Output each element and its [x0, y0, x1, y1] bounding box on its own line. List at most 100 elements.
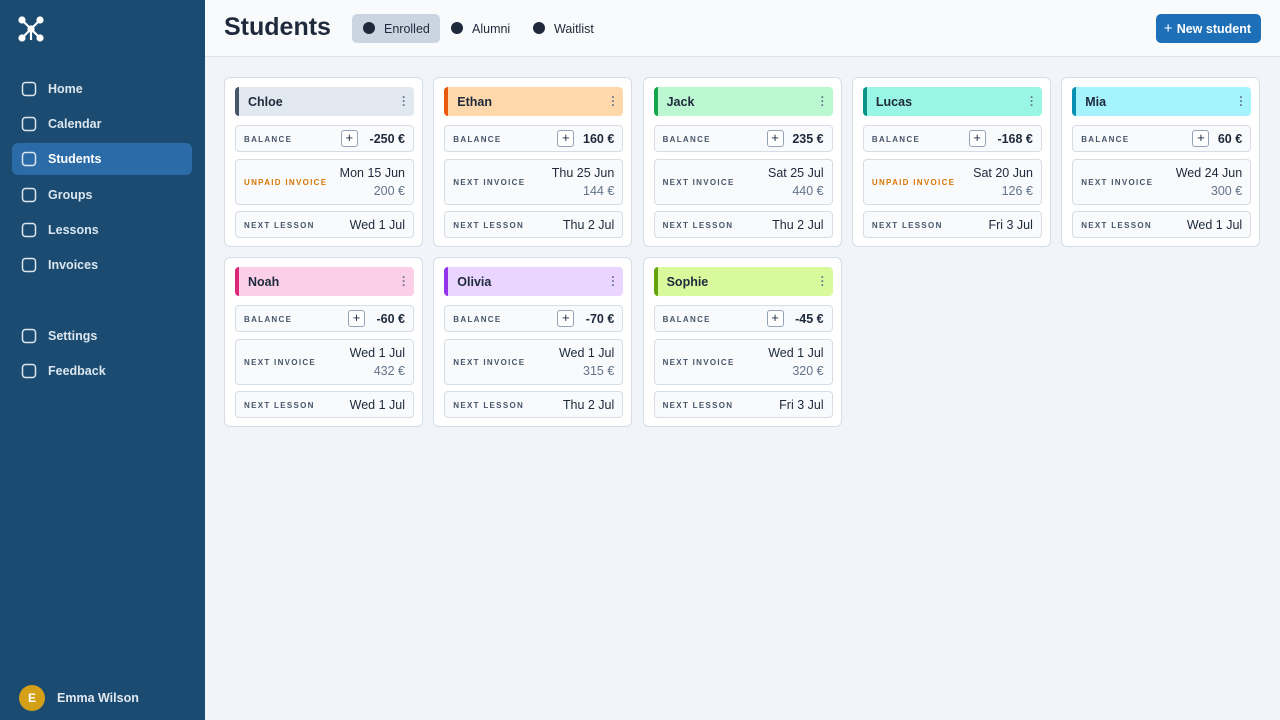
- invoice-date: Mon 15 Jun: [339, 166, 405, 180]
- invoice-label: NEXT INVOICE: [662, 358, 735, 367]
- balance-value: -45 €: [795, 312, 824, 326]
- nav-item[interactable]: Feedback: [12, 355, 192, 387]
- nav-item[interactable]: Home: [12, 73, 192, 105]
- name-bar: Lucas · · ·: [862, 87, 1042, 116]
- nav-icon: [21, 81, 37, 97]
- student-name[interactable]: Mia: [1085, 94, 1107, 109]
- balance-value: -168 €: [997, 132, 1033, 146]
- menu-button[interactable]: · · ·: [611, 270, 616, 292]
- invoice-row: UNPAID INVOICE Mon 15 Jun 200 €: [235, 159, 414, 205]
- menu-button[interactable]: · · ·: [820, 90, 825, 112]
- invoice-amount: 440 €: [792, 184, 824, 198]
- student-name[interactable]: Noah: [248, 274, 280, 289]
- student-name[interactable]: Chloe: [248, 94, 283, 109]
- add-payment-button[interactable]: +: [766, 130, 784, 147]
- nav-icon: [21, 363, 37, 379]
- tab[interactable]: Enrolled: [352, 14, 440, 43]
- balance-value: -250 €: [369, 132, 405, 146]
- lesson-date: Wed 1 Jul: [349, 218, 405, 232]
- nav-item[interactable]: Groups: [12, 179, 192, 211]
- invoice-date: Wed 1 Jul: [558, 346, 615, 360]
- name-bar: Jack · · ·: [653, 87, 833, 116]
- add-payment-button[interactable]: +: [557, 130, 575, 147]
- menu-button[interactable]: · · ·: [1239, 90, 1244, 112]
- lesson-row: NEXT LESSON Thu 2 Jul: [444, 211, 624, 238]
- nav-item[interactable]: Lessons: [12, 214, 192, 246]
- balance-row: BALANCE + -168 €: [862, 125, 1042, 152]
- nav-item[interactable]: Settings: [12, 320, 192, 352]
- nav-icon: [21, 222, 37, 238]
- add-payment-button[interactable]: +: [766, 310, 784, 327]
- invoice-row: NEXT INVOICE Thu 25 Jun 144 €: [444, 159, 624, 205]
- tab-label: Waitlist: [554, 21, 594, 36]
- new-student-button[interactable]: + New student: [1155, 14, 1261, 43]
- nav-icon: [21, 152, 37, 167]
- lesson-row: NEXT LESSON Wed 1 Jul: [235, 391, 414, 418]
- sidebar: Home Calendar Students Groups Lessons Invoice…: [0, 0, 205, 720]
- menu-button[interactable]: · · ·: [402, 270, 406, 292]
- invoice-amount: 315 €: [583, 364, 615, 378]
- balance-row: BALANCE + -70 €: [444, 305, 624, 332]
- nav-item[interactable]: Students: [12, 143, 192, 176]
- balance-row: BALANCE + -45 €: [653, 305, 833, 332]
- student-card: Lucas · · · BALANCE + -168 € UNPAID INVOICE Sat …: [851, 77, 1051, 247]
- invoice-row: NEXT INVOICE Wed 1 Jul 315 €: [444, 339, 624, 385]
- tab-label: Enrolled: [384, 21, 430, 36]
- student-name[interactable]: Ethan: [457, 94, 493, 109]
- add-payment-button[interactable]: +: [1192, 130, 1210, 147]
- add-payment-button[interactable]: +: [968, 130, 986, 147]
- invoice-amount: 300 €: [1210, 184, 1243, 198]
- invoice-amount: 320 €: [792, 364, 824, 378]
- tab[interactable]: Waitlist: [522, 14, 604, 43]
- tab-label: Alumni: [472, 21, 511, 36]
- lesson-row: NEXT LESSON Thu 2 Jul: [653, 211, 833, 238]
- lesson-date: Fri 3 Jul: [779, 398, 824, 412]
- invoice-date: Wed 1 Jul: [349, 346, 405, 360]
- nav-label: Lessons: [48, 222, 99, 237]
- nav-item[interactable]: Invoices: [12, 249, 192, 281]
- add-payment-button[interactable]: +: [557, 310, 575, 327]
- lesson-date: Wed 1 Jul: [349, 398, 405, 412]
- student-name[interactable]: Olivia: [457, 274, 492, 289]
- lesson-label: NEXT LESSON: [871, 221, 943, 230]
- nav-icon: [21, 187, 37, 202]
- menu-button[interactable]: · · ·: [611, 90, 616, 112]
- student-card: Olivia · · · BALANCE + -70 € NEXT INVOICE Wed 1 …: [433, 257, 633, 427]
- logo: [18, 16, 44, 42]
- invoice-date: Thu 25 Jun: [551, 166, 615, 180]
- nav-label: Calendar: [48, 117, 102, 132]
- name-bar: Chloe · · ·: [235, 87, 414, 116]
- nav-item[interactable]: Calendar: [12, 108, 192, 140]
- invoice-amount: 432 €: [373, 364, 405, 378]
- balance-label: BALANCE: [453, 135, 502, 144]
- lesson-row: NEXT LESSON Fri 3 Jul: [653, 391, 833, 418]
- add-payment-button[interactable]: +: [348, 310, 365, 327]
- balance-label: BALANCE: [244, 135, 293, 144]
- menu-button[interactable]: · · ·: [402, 90, 406, 112]
- nav-label: Feedback: [48, 364, 106, 379]
- name-bar: Sophie · · ·: [653, 267, 833, 296]
- page-title: Students: [224, 13, 331, 41]
- student-name[interactable]: Sophie: [666, 274, 709, 289]
- user-profile[interactable]: E Emma Wilson: [19, 685, 139, 711]
- balance-label: BALANCE: [244, 315, 293, 324]
- balance-label: BALANCE: [662, 135, 711, 144]
- student-name[interactable]: Lucas: [875, 94, 913, 109]
- lesson-row: NEXT LESSON Wed 1 Jul: [235, 211, 414, 238]
- tab[interactable]: Alumni: [440, 14, 520, 43]
- balance-value: -60 €: [376, 312, 406, 326]
- student-name[interactable]: Jack: [666, 94, 695, 109]
- name-bar: Noah · · ·: [235, 267, 414, 296]
- lesson-row: NEXT LESSON Wed 1 Jul: [1072, 211, 1252, 238]
- invoice-label: NEXT INVOICE: [453, 178, 526, 187]
- menu-button[interactable]: · · ·: [820, 270, 825, 292]
- invoice-amount: 126 €: [1001, 184, 1033, 198]
- add-payment-button[interactable]: +: [340, 130, 358, 147]
- menu-button[interactable]: · · ·: [1029, 90, 1034, 112]
- invoice-label: UNPAID INVOICE: [244, 178, 328, 187]
- lesson-date: Thu 2 Jul: [562, 218, 615, 232]
- invoice-label: NEXT INVOICE: [662, 178, 735, 187]
- nav-icon: [21, 257, 37, 273]
- invoice-date: Sat 25 Jul: [768, 166, 824, 180]
